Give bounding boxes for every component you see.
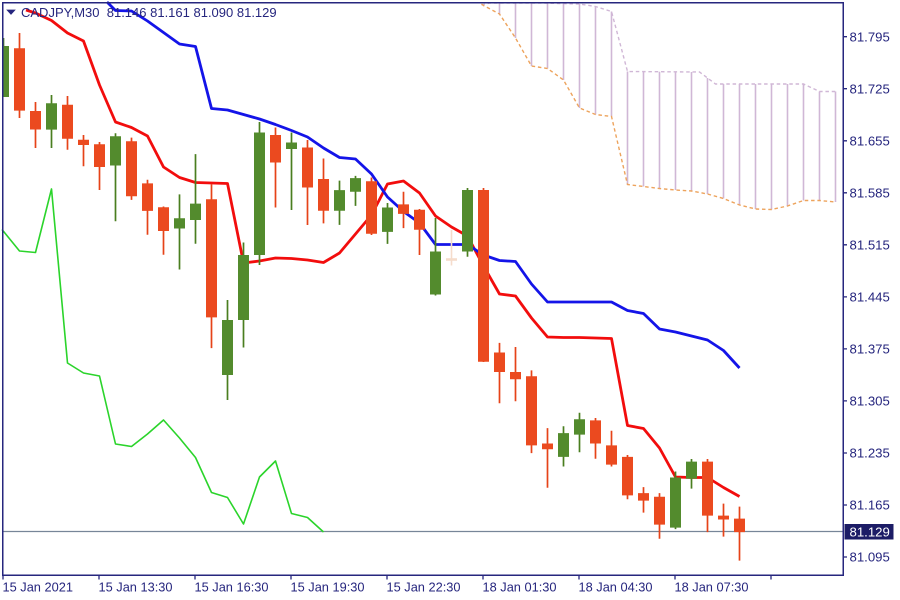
svg-text:81.375: 81.375 [850,342,890,357]
svg-text:81.655: 81.655 [850,133,890,148]
svg-text:18 Jan 01:30: 18 Jan 01:30 [483,579,557,594]
svg-text:15 Jan 22:30: 15 Jan 22:30 [387,579,461,594]
svg-text:18 Jan 07:30: 18 Jan 07:30 [675,579,749,594]
svg-text:81.585: 81.585 [850,185,890,200]
svg-text:81.445: 81.445 [850,290,890,305]
svg-text:81.795: 81.795 [850,29,890,44]
svg-text:81.725: 81.725 [850,81,890,96]
svg-text:CADJPY,M30 81.146 81.161 81.0: CADJPY,M30 81.146 81.161 81.090 81.129 [21,5,277,20]
svg-text:81.165: 81.165 [850,498,890,513]
svg-text:18 Jan 04:30: 18 Jan 04:30 [579,579,653,594]
svg-text:81.129: 81.129 [850,524,890,539]
svg-text:81.095: 81.095 [850,550,890,565]
svg-text:81.515: 81.515 [850,237,890,252]
svg-text:15 Jan 13:30: 15 Jan 13:30 [99,579,173,594]
svg-text:81.235: 81.235 [850,446,890,461]
svg-text:15 Jan 19:30: 15 Jan 19:30 [291,579,365,594]
svg-text:15 Jan 2021: 15 Jan 2021 [3,579,73,594]
svg-text:81.305: 81.305 [850,394,890,409]
svg-text:15 Jan 16:30: 15 Jan 16:30 [195,579,269,594]
